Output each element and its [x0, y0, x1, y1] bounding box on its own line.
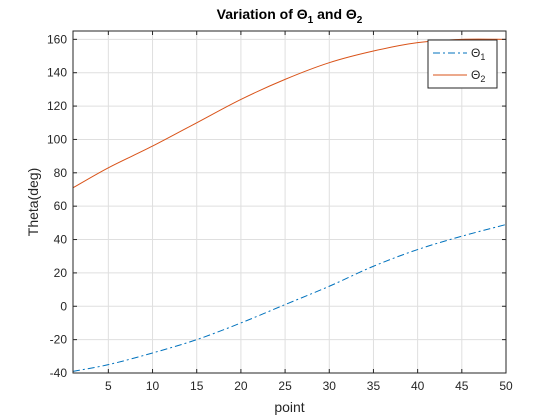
y-tick-label: 100: [47, 132, 67, 146]
x-tick-label: 5: [105, 379, 112, 393]
ticks: 5 10 15 20 25 30 35 40 45 50 -40 -20 0 20 40 60 80 100 120…: [47, 31, 513, 393]
chart-title: Variation of Θ1 and Θ2: [217, 6, 363, 26]
y-axis-label: Theta(deg): [25, 168, 41, 236]
x-tick-label: 50: [499, 379, 513, 393]
y-tick-label: 20: [54, 266, 68, 280]
title-prefix: Variation of: [217, 6, 297, 22]
y-tick-label: 0: [60, 299, 67, 313]
legend-label-theta-1: Θ1: [471, 46, 485, 62]
y-tick-label: 40: [54, 233, 68, 247]
title-subscript-1: 1: [308, 15, 314, 26]
legend-symbol: Θ: [471, 46, 480, 60]
x-tick-label: 25: [278, 379, 292, 393]
y-tick-label: -20: [50, 333, 68, 347]
y-tick-label: 160: [47, 32, 67, 46]
legend-subscript: 2: [480, 74, 485, 84]
legend-label-theta-2: Θ2: [471, 68, 485, 84]
x-tick-label: 45: [455, 379, 469, 393]
legend-symbol: Θ: [471, 68, 480, 82]
legend-box: [427, 39, 498, 89]
y-tick-label: 80: [54, 166, 68, 180]
title-subscript-2: 2: [357, 15, 363, 26]
plot-frame: [72, 30, 507, 374]
y-tick-label: 60: [54, 199, 68, 213]
title-symbol-2: Θ: [346, 6, 357, 22]
x-tick-label: 30: [323, 379, 337, 393]
y-tick-label: 140: [47, 66, 67, 80]
x-tick-label: 40: [411, 379, 425, 393]
x-tick-label: 20: [234, 379, 248, 393]
legend-subscript: 1: [480, 52, 485, 62]
y-tick-label: -40: [50, 366, 68, 380]
x-tick-label: 10: [146, 379, 160, 393]
grid: [73, 31, 507, 374]
x-tick-label: 35: [367, 379, 381, 393]
y-tick-label: 120: [47, 99, 67, 113]
series-line-theta-1: [72, 224, 507, 372]
x-axis-label: point: [274, 399, 304, 415]
x-tick-label: 15: [190, 379, 204, 393]
title-middle: and: [313, 6, 346, 22]
title-symbol-1: Θ: [297, 6, 308, 22]
